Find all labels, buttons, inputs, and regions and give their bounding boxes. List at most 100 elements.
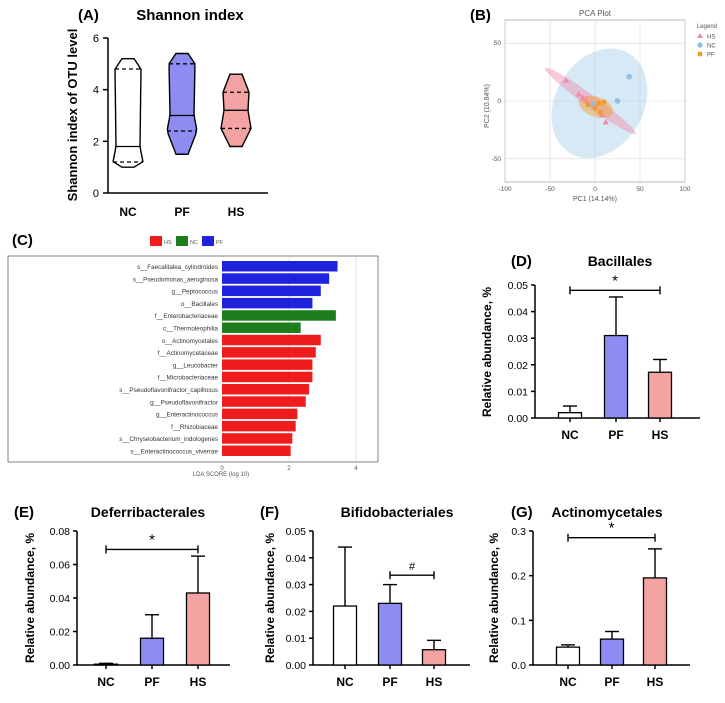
- panel-a-y-tick-label: 2: [93, 136, 99, 148]
- panel-b-legend-label-PF: PF: [707, 53, 715, 59]
- panel-e-y-tick-label: 0.06: [50, 560, 71, 572]
- panel-c-bar: [222, 297, 313, 309]
- panel-f-y-tick-label: 0.05: [286, 526, 307, 538]
- panel-b-ylabel: PC2 (10.84%): [484, 84, 491, 128]
- panel-c-category-label: o__Actinomycetales: [162, 338, 218, 345]
- panel-c-category-label: f__Microbacteriaceae: [158, 375, 219, 382]
- panel-b-legend-marker-PF: [697, 51, 703, 57]
- panel-d-bar-NC: [557, 412, 583, 419]
- panel-a-x-tick-label: PF: [174, 205, 189, 219]
- panel-a-y-tick-label: 0: [93, 188, 99, 200]
- panel-d-y-tick-label: 0.05: [508, 280, 529, 292]
- panel-b-point-PF: [596, 101, 601, 106]
- panel-b-label: (B): [470, 7, 491, 24]
- panel-e-bar-chart: (E) Deferribacterales Relative abundance…: [14, 504, 230, 689]
- panel-b-y-tick-label: -50: [492, 156, 502, 163]
- panel-g-bar-NC: [555, 646, 581, 666]
- panel-b-legend-marker-HS: [697, 33, 703, 38]
- panel-f-label: (F): [260, 504, 279, 521]
- panel-g-ylabel: Relative abundance, %: [487, 533, 501, 663]
- panel-c-category-label: f__Enterobacteriaceae: [155, 313, 219, 320]
- panel-f-sig-marker: #: [409, 561, 416, 573]
- panel-c-bar: [222, 371, 313, 383]
- panel-g-y-tick-label: 0.1: [511, 615, 526, 627]
- panel-d-y-tick-label: 0.04: [508, 307, 529, 319]
- panel-c-legend-label-NC: NC: [190, 240, 198, 246]
- panel-a-title: Shannon index: [136, 7, 244, 24]
- panel-a-violin-NC: [112, 57, 144, 168]
- panel-d-bar-PF: [603, 334, 629, 419]
- panel-d-sig-marker: *: [612, 272, 618, 289]
- panel-b-point-HS: [579, 94, 586, 101]
- panel-c-legend-swatch-PF: [202, 236, 214, 246]
- panel-c-legend-label-PF: PF: [216, 240, 224, 246]
- panel-d-y-tick-label: 0.00: [508, 413, 529, 425]
- panel-f-y-tick-label: 0.03: [286, 580, 307, 592]
- panel-d-x-tick-label: PF: [608, 428, 623, 442]
- panel-f-x-tick-label: NC: [336, 675, 354, 689]
- panel-b-x-tick-label: 100: [680, 186, 691, 193]
- panel-g-y-tick-label: 0.2: [511, 571, 526, 583]
- panel-c-bar: [222, 408, 298, 420]
- panel-c-frame: [7, 255, 379, 463]
- panel-b-x-tick-label: -50: [545, 186, 555, 193]
- panel-c-x-tick-label: 2: [287, 466, 291, 472]
- panel-e-y-tick-label: 0.08: [50, 526, 71, 538]
- panel-c-bar: [222, 445, 291, 456]
- panel-a-ylabel: Shannon index of OTU level: [65, 29, 80, 202]
- panel-b-legend-label-NC: NC: [707, 44, 716, 50]
- panel-f-y-tick-label: 0.00: [286, 660, 307, 672]
- panel-g-x-tick-label: PF: [604, 675, 619, 689]
- panel-c-bar: [222, 310, 336, 321]
- panel-c-legend-swatch-HS: [150, 236, 162, 246]
- panel-e-bar-HS: [185, 592, 211, 666]
- panel-b-legend-title: Legend: [697, 24, 717, 30]
- panel-c-legend-label-HS: HS: [164, 240, 172, 246]
- panel-b-point-PF: [601, 99, 607, 105]
- panel-c-category-label: o__Bacillales: [181, 301, 218, 308]
- panel-a-x-tick-label: HS: [228, 205, 245, 219]
- panel-c-label: (C): [12, 232, 33, 249]
- panel-c-bar: [222, 384, 310, 395]
- panel-c-lda-chart: (C) LDA SCORE (log 10) 0 2 4 HS NC PF s__Faeca…: [7, 232, 379, 478]
- panel-c-xlabel: LDA SCORE (log 10): [193, 472, 249, 478]
- panel-g-bar-PF: [599, 638, 625, 666]
- panel-b-x-tick-label: -100: [498, 186, 511, 193]
- panel-e-label: (E): [14, 504, 34, 521]
- panel-g-bar-HS: [642, 577, 668, 666]
- panel-d-title: Bacillales: [588, 253, 653, 269]
- panel-g-bar-chart: (G) Actinomycetales Relative abundance, …: [487, 504, 690, 689]
- panel-b-point-HS: [563, 77, 570, 83]
- panel-e-title: Deferribacterales: [91, 504, 206, 520]
- panel-g-x-tick-label: NC: [559, 675, 577, 689]
- panel-e-x-tick-label: PF: [144, 675, 159, 689]
- panel-c-bar: [222, 433, 293, 444]
- panel-b-xlabel: PC1 (14.14%): [573, 196, 617, 203]
- panel-e-bar-NC: [93, 663, 119, 666]
- panel-d-label: (D): [511, 253, 532, 270]
- panel-g-label: (G): [511, 504, 533, 521]
- panel-c-bar: [222, 261, 338, 272]
- panel-c-legend-swatch-NC: [176, 236, 188, 246]
- panel-b-y-tick-label: 50: [494, 40, 502, 47]
- panel-d-x-tick-label: NC: [561, 428, 579, 442]
- panel-c-x-tick-label: 4: [354, 466, 358, 472]
- panel-b-point-NC: [626, 73, 632, 80]
- panel-f-bar-HS: [421, 649, 447, 666]
- panel-c-category-label: g__Peptococcus: [171, 289, 218, 296]
- panel-f-y-tick-label: 0.04: [286, 553, 307, 565]
- panel-b-y-tick-label: 0: [497, 98, 501, 105]
- panel-d-x-tick-label: HS: [652, 428, 669, 442]
- panel-c-category-label: f__Rhizobiaceae: [171, 424, 218, 431]
- panel-c-category-label: f__Actinomycetaceae: [158, 350, 219, 357]
- panel-c-category-label: g__Enteractinococcus: [156, 412, 218, 419]
- panel-c-bar: [222, 359, 313, 370]
- panel-b-point-NC: [614, 98, 621, 104]
- panel-e-y-tick-label: 0.02: [50, 627, 71, 639]
- panel-g-sig-marker: *: [609, 520, 615, 537]
- panel-c-category-label: g__Pseudoflavonifractor: [150, 399, 218, 406]
- panel-c-category-label: s__Enteractinococcus_viverrae: [130, 449, 218, 456]
- panel-c-category-label: s__Chryseobacterium_indologenes: [119, 436, 218, 443]
- panel-b-x-tick-label: 50: [636, 186, 644, 193]
